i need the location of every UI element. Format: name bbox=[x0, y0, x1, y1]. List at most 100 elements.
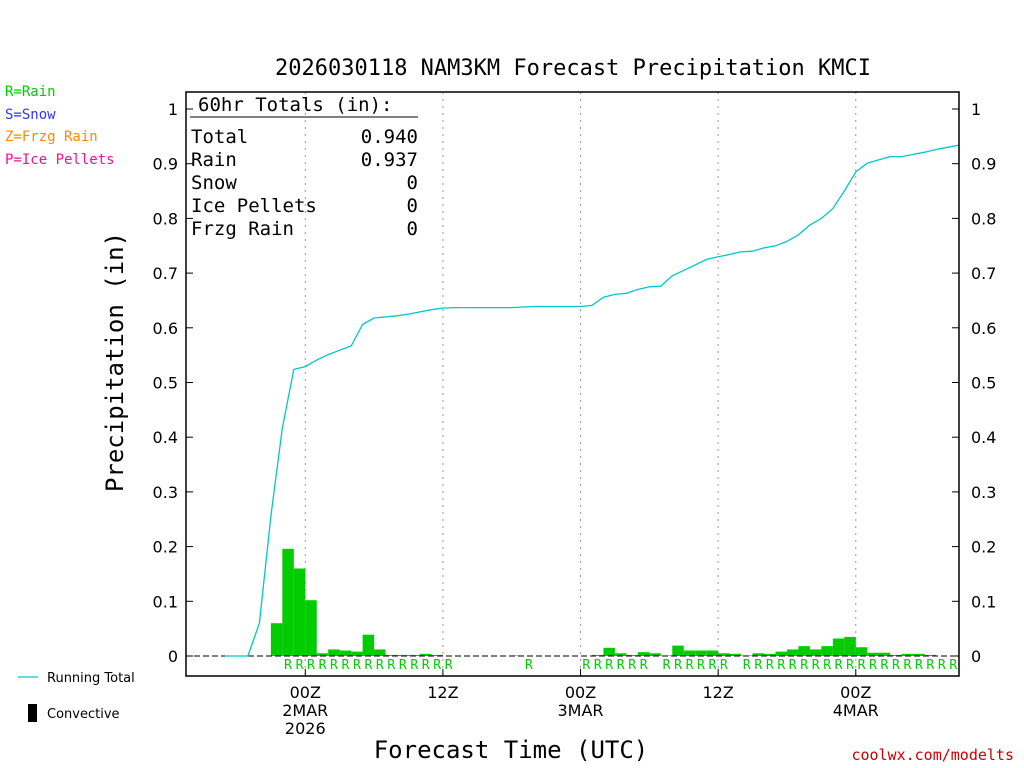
ptype-letter-26: R bbox=[525, 658, 533, 673]
ptype-letter-47: R bbox=[766, 658, 774, 673]
rain-bar-55 bbox=[855, 647, 868, 656]
ptype-letter-13: R bbox=[376, 658, 384, 673]
rain-bar-48 bbox=[775, 651, 787, 656]
y-tick-label-left-9: 0.9 bbox=[153, 155, 178, 174]
rain-bar-9 bbox=[328, 649, 340, 656]
ptype-letter-52: R bbox=[823, 658, 831, 673]
y-tick-label-left-2: 0.2 bbox=[153, 538, 178, 557]
rain-bar-43 bbox=[718, 653, 730, 656]
totals-label-2: Snow bbox=[191, 172, 237, 194]
rain-bar-34 bbox=[614, 653, 627, 656]
ptype-letter-42: R bbox=[709, 658, 717, 673]
ptype-letter-15: R bbox=[399, 658, 407, 673]
ptype-letter-48: R bbox=[777, 658, 785, 673]
ptype-letter-39: R bbox=[674, 658, 682, 673]
ptype-letter-5: R bbox=[284, 658, 292, 673]
ptype-letter-53: R bbox=[835, 658, 843, 673]
y-axis-label: Precipitation (in) bbox=[101, 232, 129, 492]
ptype-letter-56: R bbox=[869, 658, 877, 673]
rain-bar-11 bbox=[351, 651, 363, 656]
ptype-letter-34: R bbox=[617, 658, 625, 673]
ptype-letter-31: R bbox=[582, 658, 590, 673]
rain-bar-56 bbox=[867, 652, 879, 656]
ptype-letter-9: R bbox=[330, 658, 338, 673]
legend-snow: S=Snow bbox=[5, 107, 56, 123]
y-tick-label-right-1: 0.1 bbox=[971, 592, 996, 611]
rain-bar-42 bbox=[706, 650, 719, 656]
x-tick-label-0-1: 2MAR bbox=[282, 701, 328, 720]
rain-bar-25 bbox=[511, 655, 524, 656]
rain-bar-5 bbox=[282, 548, 294, 656]
x-tick-label-2-0: 00Z bbox=[565, 683, 596, 702]
rain-bar-51 bbox=[809, 649, 822, 656]
ptype-letter-62: R bbox=[938, 658, 946, 673]
rain-bar-60 bbox=[913, 653, 925, 656]
y-tick-label-right-10: 1 bbox=[971, 100, 981, 119]
ptype-letter-32: R bbox=[594, 658, 602, 673]
totals-label-3: Ice Pellets bbox=[191, 195, 317, 217]
x-tick-label-0-2: 2026 bbox=[285, 719, 326, 738]
totals-value-3: 0 bbox=[407, 195, 418, 217]
credit-text: coolwx.com/modelts bbox=[851, 746, 1014, 764]
running-total-line bbox=[225, 144, 960, 657]
ptype-letter-19: R bbox=[445, 658, 453, 673]
y-tick-label-right-7: 0.7 bbox=[971, 264, 996, 283]
rain-bar-53 bbox=[832, 638, 845, 656]
ptype-letter-54: R bbox=[846, 658, 854, 673]
rain-bar-40 bbox=[683, 650, 696, 656]
rain-bar-50 bbox=[798, 646, 810, 656]
x-tick-label-2-1: 3MAR bbox=[558, 701, 604, 720]
ptype-letter-40: R bbox=[686, 658, 694, 673]
y-tick-label-left-8: 0.8 bbox=[153, 209, 178, 228]
totals-box: 60hr Totals (in): Total 0.940 Rain 0.937 Sno… bbox=[190, 94, 418, 240]
rain-bar-58 bbox=[890, 654, 902, 656]
ptype-letter-14: R bbox=[387, 658, 395, 673]
y-tick-label-right-2: 0.2 bbox=[971, 538, 996, 557]
rain-bar-4 bbox=[270, 623, 283, 656]
ptype-letter-6: R bbox=[296, 658, 304, 673]
rain-bar-7 bbox=[305, 600, 317, 656]
legend-freezing-rain: Z=Frzg Rain bbox=[5, 129, 98, 145]
ptype-letter-35: R bbox=[628, 658, 636, 673]
rain-bar-8 bbox=[316, 653, 329, 656]
rain-bar-49 bbox=[786, 649, 799, 656]
rain-bar-52 bbox=[821, 646, 833, 656]
y-tick-label-left-4: 0.4 bbox=[153, 428, 178, 447]
ptype-letter-61: R bbox=[926, 658, 934, 673]
y-tick-label-left-5: 0.5 bbox=[153, 374, 178, 393]
ptype-letter-58: R bbox=[892, 658, 900, 673]
rain-bar-54 bbox=[844, 636, 856, 656]
y-tick-label-right-5: 0.5 bbox=[971, 374, 996, 393]
rain-bar-14 bbox=[385, 654, 398, 656]
legend-ice-pellets: P=Ice Pellets bbox=[5, 152, 115, 168]
x-tick-label-1-0: 12Z bbox=[427, 683, 458, 702]
gridlines bbox=[304, 92, 857, 676]
ptype-letter-57: R bbox=[881, 658, 889, 673]
ptype-letter-59: R bbox=[903, 658, 911, 673]
rain-bar-47 bbox=[764, 653, 776, 656]
totals-label-4: Frzg Rain bbox=[191, 218, 294, 240]
ptype-letter-41: R bbox=[697, 658, 705, 673]
ptype-letter-46: R bbox=[754, 658, 762, 673]
ptype-letter-10: R bbox=[342, 658, 350, 673]
rain-bar-10 bbox=[339, 650, 352, 656]
convective-swatch bbox=[28, 704, 37, 722]
totals-label-1: Rain bbox=[191, 149, 237, 171]
rain-bar-13 bbox=[374, 649, 386, 656]
totals-value-4: 0 bbox=[407, 218, 418, 240]
y-tick-label-right-9: 0.9 bbox=[971, 155, 996, 174]
rain-bar-16 bbox=[408, 654, 420, 656]
ptype-letter-12: R bbox=[364, 658, 372, 673]
ptype-letter-8: R bbox=[319, 658, 327, 673]
rain-bar-44 bbox=[729, 653, 742, 656]
ptype-letter-55: R bbox=[858, 658, 866, 673]
totals-value-1: 0.937 bbox=[361, 149, 418, 171]
totals-value-2: 0 bbox=[407, 172, 418, 194]
rain-bars bbox=[270, 548, 937, 656]
y-tick-label-left-3: 0.3 bbox=[153, 483, 178, 502]
totals-value-0: 0.940 bbox=[361, 126, 418, 148]
legend-convective: Convective bbox=[47, 707, 120, 722]
